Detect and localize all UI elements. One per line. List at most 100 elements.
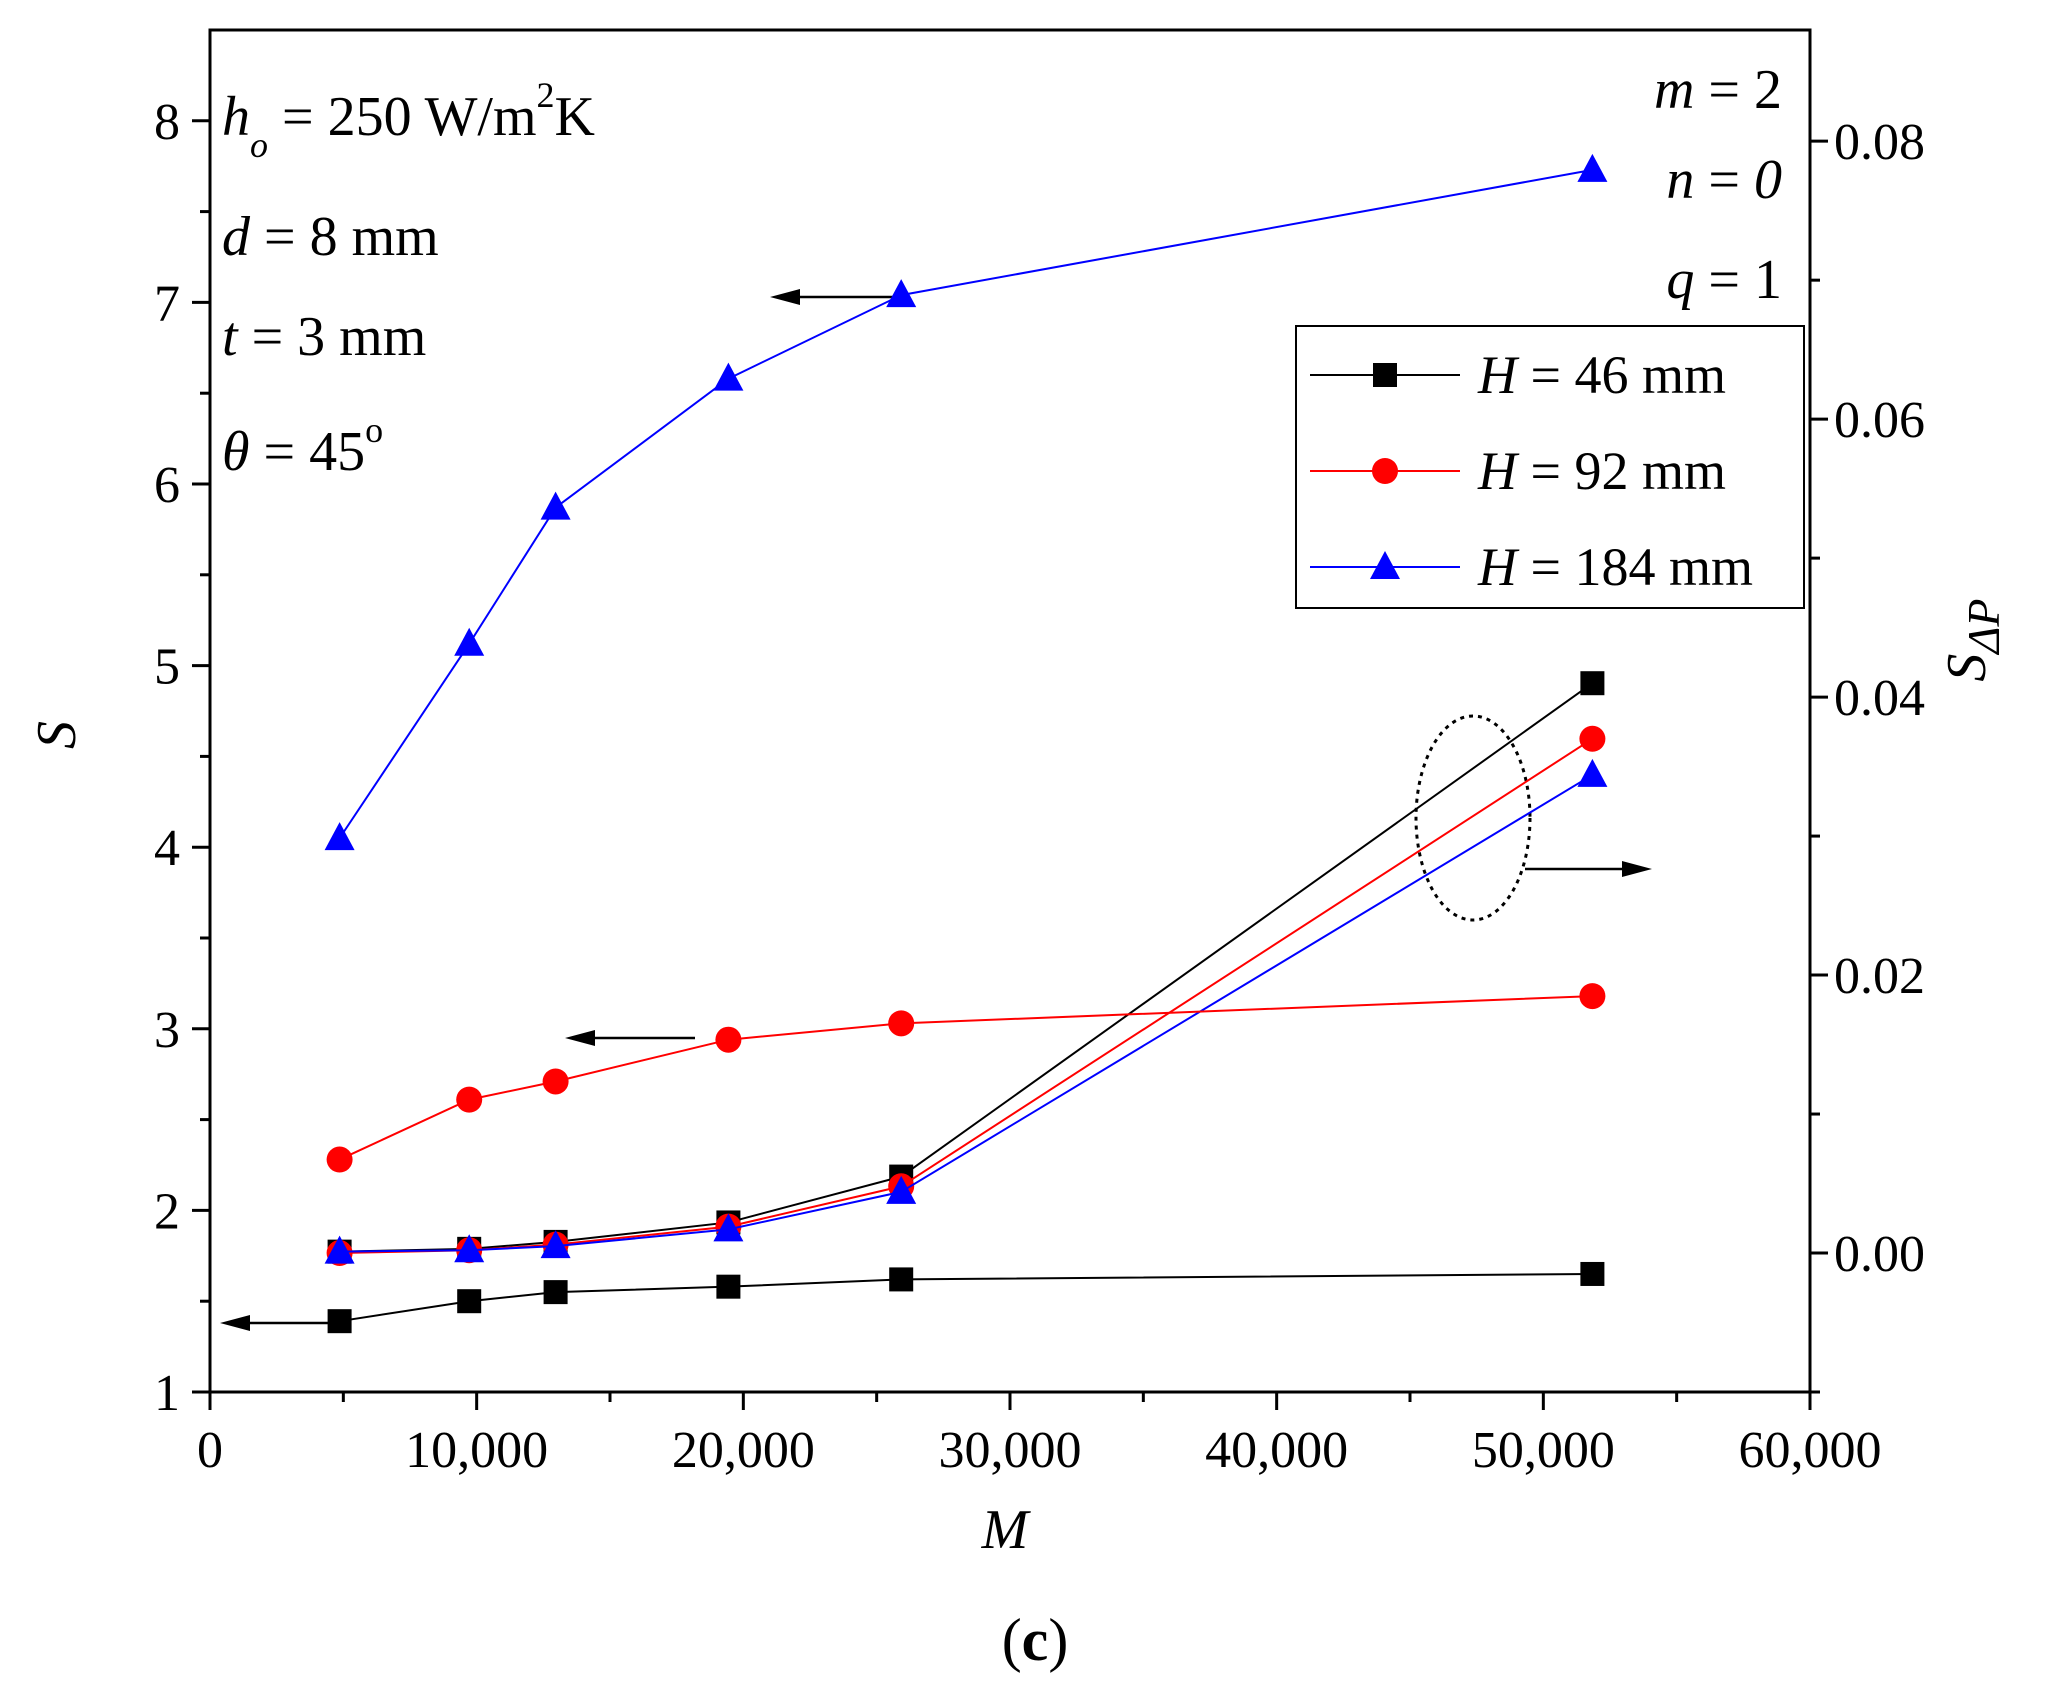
legend-entries: H = 46 mmH = 92 mmH = 184 mm <box>1310 345 1753 597</box>
series-0 <box>327 1261 1605 1334</box>
data-point <box>456 1086 483 1113</box>
annot-n-val: 0 <box>1754 149 1782 211</box>
arrow-sdp-head <box>1622 861 1652 877</box>
y-right-axis-title-sub: ΔP <box>1958 598 2009 655</box>
panel-label-open: ( <box>1002 1607 1022 1673</box>
legend-entry: H = 184 mm <box>1310 537 1753 597</box>
data-point <box>886 279 917 308</box>
data-point <box>326 1146 353 1173</box>
data-point <box>715 1026 742 1053</box>
annotations-left: ho = 250 W/m2K d = 8 mm t = 3 mm θ = 45o <box>222 75 595 483</box>
panel-label-close: ) <box>1048 1607 1068 1673</box>
annot-n: n = 0 <box>1666 149 1782 211</box>
series-1 <box>326 983 1606 1173</box>
data-point <box>1580 671 1605 696</box>
annot-d-rest: = 8 mm <box>250 206 439 268</box>
x-axis-title: M <box>981 1499 1032 1561</box>
annot-ho-var: h <box>222 86 250 148</box>
annotations-right: m = 2 n = 0 q = 1 <box>1654 59 1782 311</box>
panel-label: (c) <box>1002 1607 1069 1673</box>
legend-marker <box>1373 363 1397 387</box>
x-tick-label: 0 <box>197 1422 223 1479</box>
data-point <box>454 627 485 656</box>
y-right-axis-ticks: 0.00 0.02 0.04 0.06 0.08 <box>1810 114 1925 1394</box>
y-left-tick-label: 1 <box>154 1365 180 1422</box>
y-right-tick-label: 0.02 <box>1834 948 1925 1005</box>
arrow-s-46-head <box>220 1315 250 1331</box>
legend-label-rest: = 92 mm <box>1517 441 1726 501</box>
x-tick-label: 40,000 <box>1205 1422 1348 1479</box>
data-point <box>713 362 744 391</box>
legend-label: H = 92 mm <box>1477 441 1726 501</box>
annot-q-rest: = 1 <box>1694 249 1782 311</box>
data-point <box>888 1010 915 1037</box>
data-point <box>540 1230 571 1259</box>
x-tick-label: 20,000 <box>672 1422 815 1479</box>
data-point <box>716 1274 741 1299</box>
y-left-axis-title: S <box>26 721 88 749</box>
legend-marker <box>1370 551 1400 579</box>
series-line <box>339 682 1593 1253</box>
annot-q: q = 1 <box>1666 249 1782 311</box>
y-left-tick-label: 5 <box>154 639 180 696</box>
data-point <box>454 1234 485 1263</box>
annot-n-rest: = <box>1694 149 1754 211</box>
data-point <box>1577 153 1608 182</box>
data-point <box>543 1280 568 1305</box>
legend: H = 46 mmH = 92 mmH = 184 mm <box>1295 325 1805 609</box>
annot-ho: ho = 250 W/m2K <box>222 75 595 165</box>
x-tick-label: 10,000 <box>405 1422 548 1479</box>
y-right-tick-label: 0.06 <box>1834 392 1925 449</box>
y-left-tick-label: 8 <box>154 94 180 151</box>
series-line <box>339 1272 1593 1323</box>
legend-label-var: H <box>1477 345 1520 405</box>
dotted-ellipse <box>1414 714 1532 922</box>
panel-label-letter: c <box>1022 1607 1049 1673</box>
y-left-axis-ticks: 1 2 3 4 5 6 7 8 <box>154 94 210 1422</box>
data-point <box>457 1289 482 1314</box>
annot-theta: θ = 45o <box>222 410 383 483</box>
series-5 <box>324 758 1608 1264</box>
annot-m-rest: = 2 <box>1694 59 1782 121</box>
annot-m: m = 2 <box>1654 59 1782 121</box>
annot-t-rest: = 3 mm <box>238 306 427 368</box>
y-right-tick-label: 0.00 <box>1834 1226 1925 1283</box>
x-axis-ticks: 0 10,000 20,000 30,000 40,000 50,000 60,000 <box>197 1392 1882 1479</box>
legend-label-rest: = 184 mm <box>1517 537 1753 597</box>
legend-marker <box>1372 458 1398 484</box>
data-point <box>886 1175 917 1204</box>
y-left-tick-label: 4 <box>154 820 180 877</box>
x-tick-label: 50,000 <box>1472 1422 1615 1479</box>
data-point <box>542 1068 569 1095</box>
annot-m-var: m <box>1654 59 1694 121</box>
y-right-tick-label: 0.08 <box>1834 114 1925 171</box>
data-point <box>324 822 355 851</box>
data-point <box>1577 758 1608 787</box>
y-right-tick-label: 0.04 <box>1834 670 1925 727</box>
y-left-tick-label: 7 <box>154 275 180 332</box>
annot-q-var: q <box>1666 249 1694 311</box>
legend-entry: H = 46 mm <box>1310 345 1726 405</box>
annot-ho-rest: = 250 W/m <box>268 86 537 148</box>
data-point <box>713 1213 744 1242</box>
annot-ho-unit: K <box>555 86 595 148</box>
annot-ho-sub: o <box>250 125 268 165</box>
data-point <box>1579 983 1606 1010</box>
y-left-tick-label: 2 <box>154 1183 180 1240</box>
legend-label: H = 46 mm <box>1477 345 1726 405</box>
data-point <box>889 1267 914 1292</box>
x-tick-label: 60,000 <box>1739 1422 1882 1479</box>
annot-theta-sup: o <box>365 410 383 450</box>
annot-theta-var: θ <box>222 421 250 483</box>
annot-d: d = 8 mm <box>222 206 439 268</box>
series-line <box>339 774 1593 1253</box>
series-line <box>338 168 1593 839</box>
data-point <box>1580 1261 1605 1286</box>
legend-label-var: H <box>1477 441 1520 501</box>
annot-t: t = 3 mm <box>222 306 426 368</box>
y-left-tick-label: 6 <box>154 457 180 514</box>
legend-label-rest: = 46 mm <box>1517 345 1726 405</box>
series-layer <box>324 153 1608 1334</box>
annot-n-var: n <box>1666 149 1694 211</box>
